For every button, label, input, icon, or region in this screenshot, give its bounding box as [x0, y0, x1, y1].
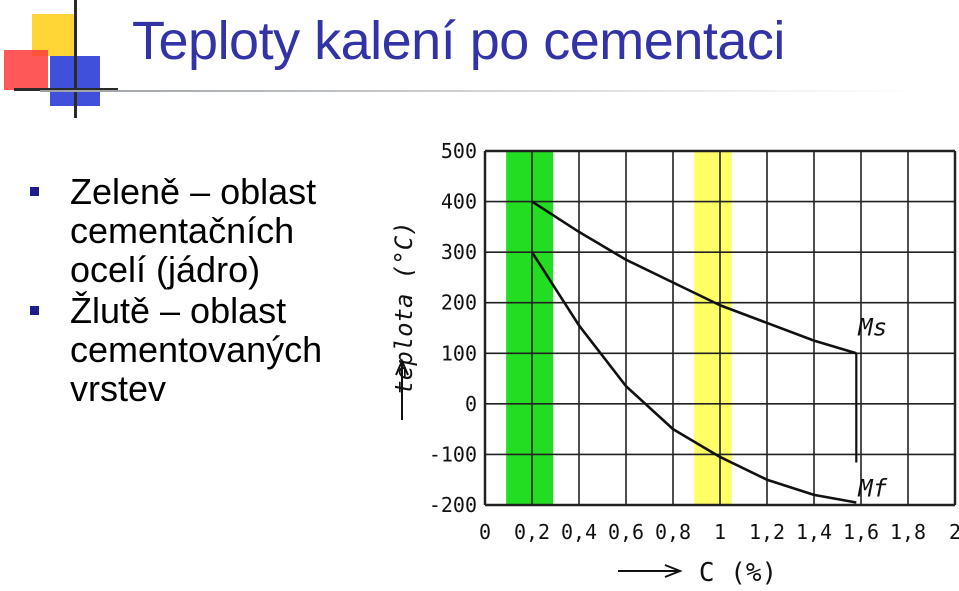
x-tick-label: 1,8	[890, 520, 926, 544]
x-axis-label: C (%)	[699, 558, 777, 588]
y-tick-label: 100	[441, 341, 477, 365]
bullet-item-green: Zeleně – oblast cementačních ocelí (jádr…	[30, 172, 370, 289]
series-line-mf	[530, 251, 857, 504]
x-tick-label: 0,4	[561, 520, 597, 544]
series-label-mf: Mf	[857, 474, 887, 502]
x-tick-label: 0,8	[655, 520, 691, 544]
bullet-text: Zeleně – oblast cementačních ocelí (jádr…	[70, 171, 317, 290]
bullet-square-icon	[30, 306, 39, 315]
series-label-ms: Ms	[857, 313, 887, 341]
y-tick-label: -200	[429, 493, 477, 517]
x-tick-label: 0,2	[514, 520, 550, 544]
y-axis-label: teplota (°C)	[390, 221, 418, 394]
bullet-item-yellow: Žlutě – oblast cementovaných vrstev	[30, 291, 370, 408]
bullet-square-icon	[30, 187, 39, 196]
y-axis-arrowhead-icon	[395, 358, 409, 376]
y-tick-label: 200	[441, 291, 477, 315]
slide-title: Teploty kalení po cementaci	[132, 11, 785, 71]
x-tick-label: 0,6	[608, 520, 644, 544]
series-line-ms	[531, 200, 857, 355]
highlight-band-0	[506, 151, 554, 505]
martensite-chart: 0 0,2 0,4 0,6 0,8 1 1,2 1,4 1,6 1,8 2 500 400 300 200 1…	[390, 139, 959, 588]
x-tick-label: 1,2	[749, 520, 785, 544]
decorative-corner-graphic	[4, 0, 118, 118]
title-divider	[40, 90, 920, 92]
y-tick-label: 300	[441, 240, 477, 264]
y-tick-label: -100	[429, 442, 477, 466]
y-tick-label: 500	[441, 139, 477, 163]
x-tick-label: 1,6	[843, 520, 879, 544]
y-tick-label: 400	[441, 190, 477, 214]
x-tick-label: 2	[949, 520, 959, 544]
bullet-text: Žlutě – oblast cementovaných vrstev	[70, 290, 323, 409]
x-axis-arrowhead-icon	[664, 564, 683, 578]
bullet-list: Zeleně – oblast cementačních ocelí (jádr…	[30, 172, 370, 410]
x-tick-label: 0	[479, 520, 491, 544]
y-tick-label: 0	[465, 392, 477, 416]
x-tick-label: 1	[714, 520, 726, 544]
x-tick-label: 1,4	[796, 520, 832, 544]
